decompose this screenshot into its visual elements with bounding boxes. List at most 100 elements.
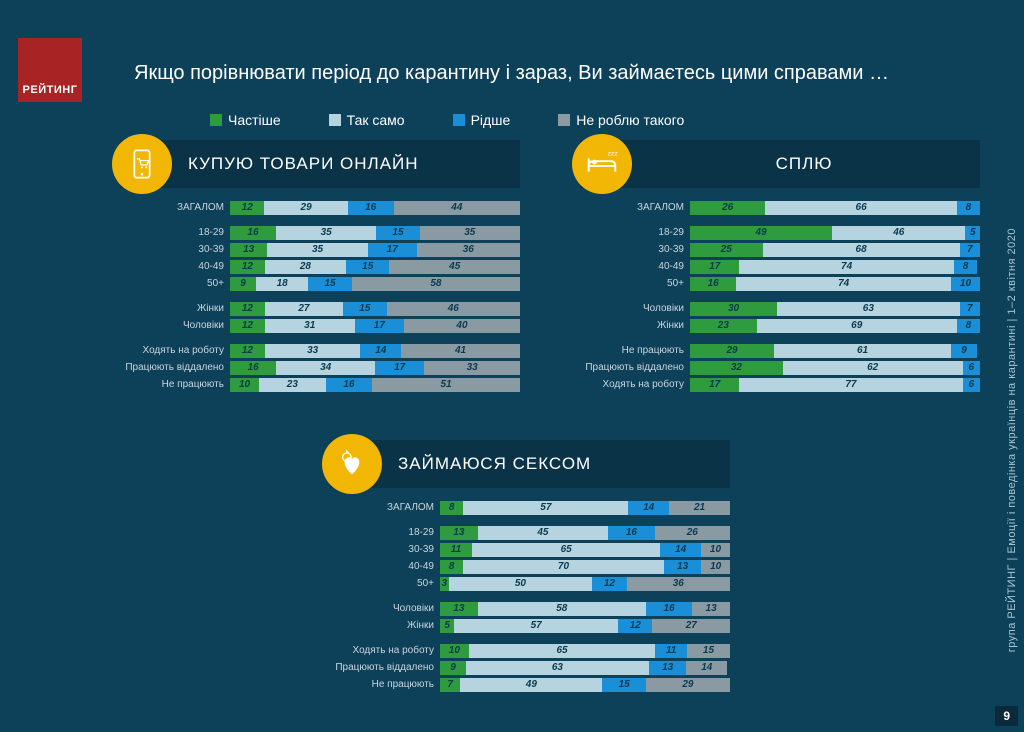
bar-segment: 16: [230, 226, 276, 240]
bar-segment: 49: [460, 678, 602, 692]
bar-segment: 36: [627, 577, 730, 591]
bar-segment: 8: [440, 501, 463, 515]
bar-segment: 29: [264, 201, 347, 215]
row-label: 30-39: [330, 544, 440, 555]
bar-segment: 46: [832, 226, 965, 240]
bar: 3501236: [440, 577, 730, 591]
page-number: 9: [995, 706, 1018, 726]
bar-segment: 34: [276, 361, 375, 375]
bar: 29619: [690, 344, 980, 358]
bar-segment: 10: [701, 543, 730, 557]
chart-header: ЗАЙМАЮСЯ СЕКСОМ: [330, 440, 730, 488]
row-label: 50+: [120, 278, 230, 289]
bar-segment: 25: [690, 243, 763, 257]
chart-row: 40-4917748: [580, 259, 980, 274]
chart-row: ЗАГАЛОМ8571421: [330, 500, 730, 515]
chart-row: 30-3913351736: [120, 242, 520, 257]
bar: 25687: [690, 243, 980, 257]
chart-row: 50+9181558: [120, 276, 520, 291]
bar-segment: 29: [690, 344, 774, 358]
chart-row: Працюють віддалено32626: [580, 360, 980, 375]
row-label: 40-49: [120, 261, 230, 272]
bar-segment: 15: [602, 678, 646, 692]
row-label: 18-29: [330, 527, 440, 538]
bar-segment: 28: [265, 260, 346, 274]
bar-segment: 36: [417, 243, 520, 257]
chart-row: Чоловіки30637: [580, 301, 980, 316]
chart-title: СПЛЮ: [648, 154, 960, 174]
bar-segment: 15: [687, 644, 730, 658]
row-label: Працюють віддалено: [580, 362, 690, 373]
bar-segment: 45: [389, 260, 520, 274]
bar: 8571421: [440, 501, 730, 515]
bar-segment: 16: [326, 378, 372, 392]
bar-segment: 33: [424, 361, 520, 375]
bar-segment: 68: [763, 243, 960, 257]
chart-row: Ходять на роботу12331441: [120, 343, 520, 358]
bar: 16341733: [230, 361, 520, 375]
bar-segment: 8: [957, 201, 980, 215]
bar-segment: 8: [957, 319, 980, 333]
row-label: Не працюють: [330, 679, 440, 690]
bar-segment: 13: [230, 243, 267, 257]
bar-segment: 9: [440, 661, 466, 675]
bar-segment: 8: [954, 260, 977, 274]
chart-row: Чоловіки13581613: [330, 601, 730, 616]
bar-segment: 15: [346, 260, 390, 274]
row-label: Чоловіки: [330, 603, 440, 614]
row-label: Не працюють: [120, 379, 230, 390]
bar: 13451626: [440, 526, 730, 540]
bar: 17776: [690, 378, 980, 392]
bar-segment: 9: [951, 344, 977, 358]
sidebar-caption: група РЕЙТИНГ | Емоції і поведінка украї…: [1006, 228, 1018, 652]
chart-row: 30-3911651410: [330, 542, 730, 557]
bar-segment: 51: [372, 378, 520, 392]
row-label: 30-39: [120, 244, 230, 255]
bar: 8701310: [440, 560, 730, 574]
chart-row: Не працюють29619: [580, 343, 980, 358]
bar-segment: 74: [736, 277, 951, 291]
bar-segment: 69: [757, 319, 957, 333]
legend-swatch: [329, 114, 341, 126]
chart-row: Жінки23698: [580, 318, 980, 333]
chart-row: 40-498701310: [330, 559, 730, 574]
bar-segment: 8: [440, 560, 463, 574]
chart-row: Жінки5571227: [330, 618, 730, 633]
chart-title: ЗАЙМАЮСЯ СЕКСОМ: [398, 454, 710, 474]
bar-segment: 63: [777, 302, 960, 316]
chart-title: КУПУЮ ТОВАРИ ОНЛАЙН: [188, 154, 500, 174]
row-label: ЗАГАЛОМ: [330, 502, 440, 513]
bar: 5571227: [440, 619, 730, 633]
bar-segment: 12: [230, 302, 265, 316]
bar-segment: 57: [454, 619, 618, 633]
row-label: 50+: [330, 578, 440, 589]
chart-header: zzzСПЛЮ: [580, 140, 980, 188]
bed-icon: zzz: [572, 134, 632, 194]
legend-swatch: [453, 114, 465, 126]
bar: 12311740: [230, 319, 520, 333]
bar-segment: 26: [690, 201, 765, 215]
bar-segment: 58: [352, 277, 520, 291]
bar-segment: 35: [420, 226, 521, 240]
bar-segment: 21: [669, 501, 730, 515]
chart-row: Ходять на роботу17776: [580, 377, 980, 392]
row-label: Жінки: [580, 320, 690, 331]
bar-segment: 16: [608, 526, 654, 540]
bar: 11651410: [440, 543, 730, 557]
bar: 17748: [690, 260, 980, 274]
bar-segment: 74: [739, 260, 954, 274]
bar-segment: 16: [230, 361, 276, 375]
legend-item: Частіше: [210, 112, 281, 128]
row-label: 40-49: [330, 561, 440, 572]
chart-row: Працюють віддалено9631314: [330, 660, 730, 675]
chart-row: 40-4912281545: [120, 259, 520, 274]
bar-segment: 15: [343, 302, 387, 316]
bar-segment: 23: [690, 319, 757, 333]
legend-label: Рідше: [471, 112, 511, 128]
bar-segment: 10: [701, 560, 730, 574]
row-label: Працюють віддалено: [120, 362, 230, 373]
bar-segment: 45: [478, 526, 609, 540]
bar-segment: 61: [774, 344, 951, 358]
phone-cart-icon: [112, 134, 172, 194]
row-label: Ходять на роботу: [580, 379, 690, 390]
